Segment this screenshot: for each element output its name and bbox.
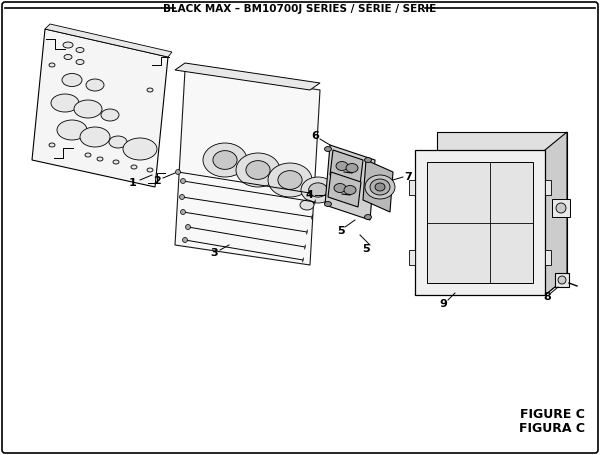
Text: 5: 5	[362, 244, 370, 254]
Text: 9: 9	[439, 299, 447, 309]
Ellipse shape	[556, 203, 566, 213]
Text: BLACK MAX – BM10700J SERIES / SÉRIE / SERIE: BLACK MAX – BM10700J SERIES / SÉRIE / SE…	[163, 2, 437, 14]
Bar	[555, 273, 569, 287]
Ellipse shape	[268, 163, 312, 197]
Text: 1: 1	[129, 178, 137, 188]
Ellipse shape	[51, 94, 79, 112]
Ellipse shape	[86, 79, 104, 91]
Bar	[427, 162, 533, 283]
Ellipse shape	[49, 143, 55, 147]
Ellipse shape	[109, 136, 127, 148]
Polygon shape	[545, 132, 567, 295]
Text: 2: 2	[153, 176, 161, 186]
Ellipse shape	[76, 60, 84, 65]
Ellipse shape	[370, 179, 390, 195]
Text: 5: 5	[337, 226, 345, 236]
Circle shape	[182, 238, 187, 243]
Text: 8: 8	[543, 292, 551, 302]
Ellipse shape	[131, 165, 137, 169]
Ellipse shape	[147, 168, 153, 172]
Ellipse shape	[80, 127, 110, 147]
Polygon shape	[32, 29, 168, 187]
Ellipse shape	[365, 157, 371, 162]
Polygon shape	[175, 70, 320, 265]
Ellipse shape	[344, 186, 356, 194]
Circle shape	[185, 224, 191, 229]
Text: 4: 4	[305, 190, 313, 200]
Ellipse shape	[113, 160, 119, 164]
Bar	[415, 150, 545, 295]
Ellipse shape	[101, 109, 119, 121]
Text: 6: 6	[311, 131, 319, 141]
Ellipse shape	[308, 183, 328, 197]
Bar	[552, 199, 570, 217]
Ellipse shape	[203, 143, 247, 177]
Polygon shape	[415, 277, 567, 295]
Ellipse shape	[57, 120, 87, 140]
Ellipse shape	[558, 276, 566, 284]
Polygon shape	[328, 172, 361, 207]
Text: FIGURA C: FIGURA C	[519, 421, 585, 435]
Ellipse shape	[123, 138, 157, 160]
Bar	[545, 250, 551, 265]
Ellipse shape	[64, 55, 72, 60]
Ellipse shape	[301, 177, 335, 203]
Ellipse shape	[334, 183, 346, 192]
Ellipse shape	[63, 42, 73, 48]
Bar	[409, 250, 415, 265]
Ellipse shape	[49, 63, 55, 67]
Ellipse shape	[375, 183, 385, 191]
Polygon shape	[45, 24, 172, 57]
Ellipse shape	[97, 157, 103, 161]
Ellipse shape	[365, 175, 395, 199]
Ellipse shape	[246, 161, 270, 179]
Ellipse shape	[365, 214, 371, 219]
Ellipse shape	[147, 88, 153, 92]
Ellipse shape	[213, 151, 237, 169]
Polygon shape	[363, 160, 393, 212]
Polygon shape	[175, 63, 320, 90]
Text: 7: 7	[404, 172, 412, 182]
Ellipse shape	[346, 163, 358, 172]
Circle shape	[181, 178, 185, 183]
Polygon shape	[325, 145, 375, 220]
Bar	[545, 180, 551, 195]
Bar	[409, 180, 415, 195]
Text: FIGURE C: FIGURE C	[520, 409, 585, 421]
Ellipse shape	[74, 100, 102, 118]
Ellipse shape	[336, 162, 348, 171]
Ellipse shape	[300, 200, 314, 210]
Ellipse shape	[278, 171, 302, 189]
Ellipse shape	[325, 202, 331, 207]
Text: 3: 3	[210, 248, 218, 258]
Circle shape	[179, 194, 185, 199]
Circle shape	[176, 170, 181, 175]
Ellipse shape	[76, 47, 84, 52]
Ellipse shape	[236, 153, 280, 187]
Ellipse shape	[62, 74, 82, 86]
Circle shape	[181, 209, 185, 214]
Polygon shape	[330, 150, 363, 185]
Polygon shape	[437, 132, 567, 277]
Ellipse shape	[85, 153, 91, 157]
Ellipse shape	[325, 147, 331, 152]
